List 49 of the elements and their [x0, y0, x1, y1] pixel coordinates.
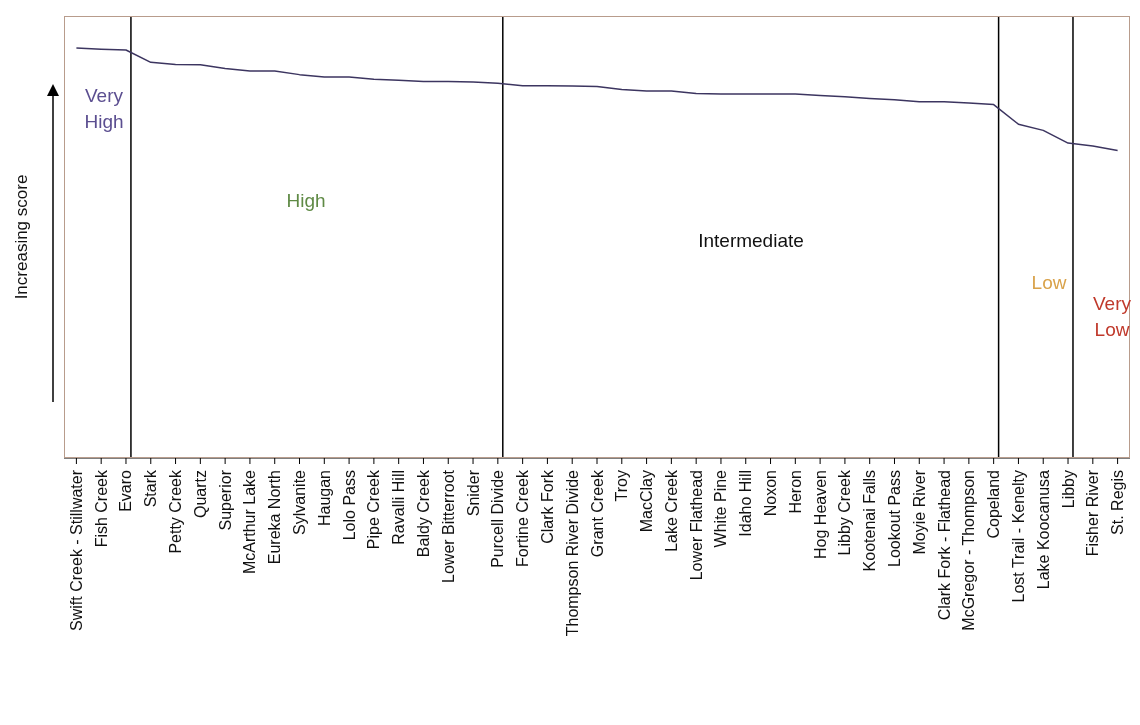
x-tick-label: MacClay [638, 470, 656, 533]
x-tick-label: Libby Creek [836, 469, 854, 556]
x-tick-label: Purcell Divide [489, 469, 507, 568]
x-tick-label: Lookout Pass [885, 470, 903, 567]
annotation: High [285, 189, 327, 213]
annotation: Low [1030, 271, 1068, 295]
x-tick-label: Heron [786, 470, 804, 514]
x-tick-label: Grant Creek [588, 469, 606, 558]
x-tick-label: Fortine Creek [514, 469, 532, 567]
x-tick-label: Lost Trail - Kenelty [1009, 470, 1027, 603]
annotation: Very High [83, 84, 125, 134]
x-tick-label: Evaro [117, 469, 135, 512]
x-tick-label: Lower Flathead [687, 470, 705, 581]
x-tick-label: Noxon [762, 470, 780, 517]
x-tick-label: Fisher River [1084, 469, 1102, 557]
x-tick-label: Hog Heaven [811, 470, 829, 559]
x-tick-label: Baldy Creek [414, 469, 432, 558]
x-tick-label: Pipe Creek [365, 469, 383, 550]
x-tick-label: Lower Bitterroot [439, 469, 457, 583]
x-tick-label: Eureka North [266, 470, 284, 565]
x-tick-label: Kootenai Falls [861, 470, 879, 572]
x-tick-label: Petty Creek [167, 469, 185, 554]
x-tick-label: Ravalli Hill [390, 470, 408, 545]
x-tick-label: St. Regis [1109, 470, 1127, 535]
x-tick-label: Sylvanite [291, 469, 309, 535]
x-tick-label: Clark Fork [538, 469, 556, 544]
x-tick-label: Troy [613, 470, 631, 502]
x-tick-label: McArthur Lake [241, 469, 259, 575]
x-tick-label: Stark [142, 469, 160, 508]
x-tick-label: Copeland [985, 470, 1003, 539]
x-tick-label: Haugan [315, 470, 333, 527]
x-tick-label: Lolo Pass [340, 470, 358, 541]
x-tick-label: McGregor - Thompson [960, 470, 978, 631]
x-tick-label: Clark Fork - Flathead [935, 470, 953, 621]
x-tick-label: White Pine [712, 469, 730, 548]
x-tick-label: Snider [464, 469, 482, 517]
y-axis-title: Increasing score [12, 174, 32, 300]
x-tick-label: Libby [1059, 470, 1077, 509]
x-tick-label: Swift Creek - Stillwater [67, 469, 85, 631]
x-tick-label: Quartz [191, 470, 209, 519]
annotation: Intermediate [697, 229, 805, 253]
x-tick-label: Superior [216, 469, 234, 531]
x-tick-label: Moyie River [910, 469, 928, 555]
x-tick-label: Lake Koocanusa [1034, 469, 1052, 590]
x-tick-label: Thompson River Divide [563, 469, 581, 637]
x-tick-label: Fish Creek [92, 469, 110, 548]
x-tick-label: Idaho Hill [737, 470, 755, 537]
annotation: Very Low [1092, 292, 1132, 342]
x-tick-label: Lake Creek [662, 469, 680, 552]
